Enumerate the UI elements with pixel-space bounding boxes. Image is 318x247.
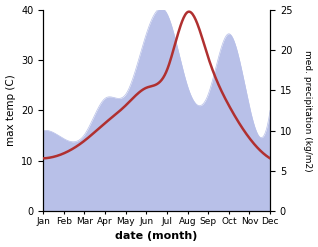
Y-axis label: med. precipitation (kg/m2): med. precipitation (kg/m2) [303, 50, 313, 171]
Y-axis label: max temp (C): max temp (C) [5, 75, 16, 146]
X-axis label: date (month): date (month) [115, 231, 198, 242]
